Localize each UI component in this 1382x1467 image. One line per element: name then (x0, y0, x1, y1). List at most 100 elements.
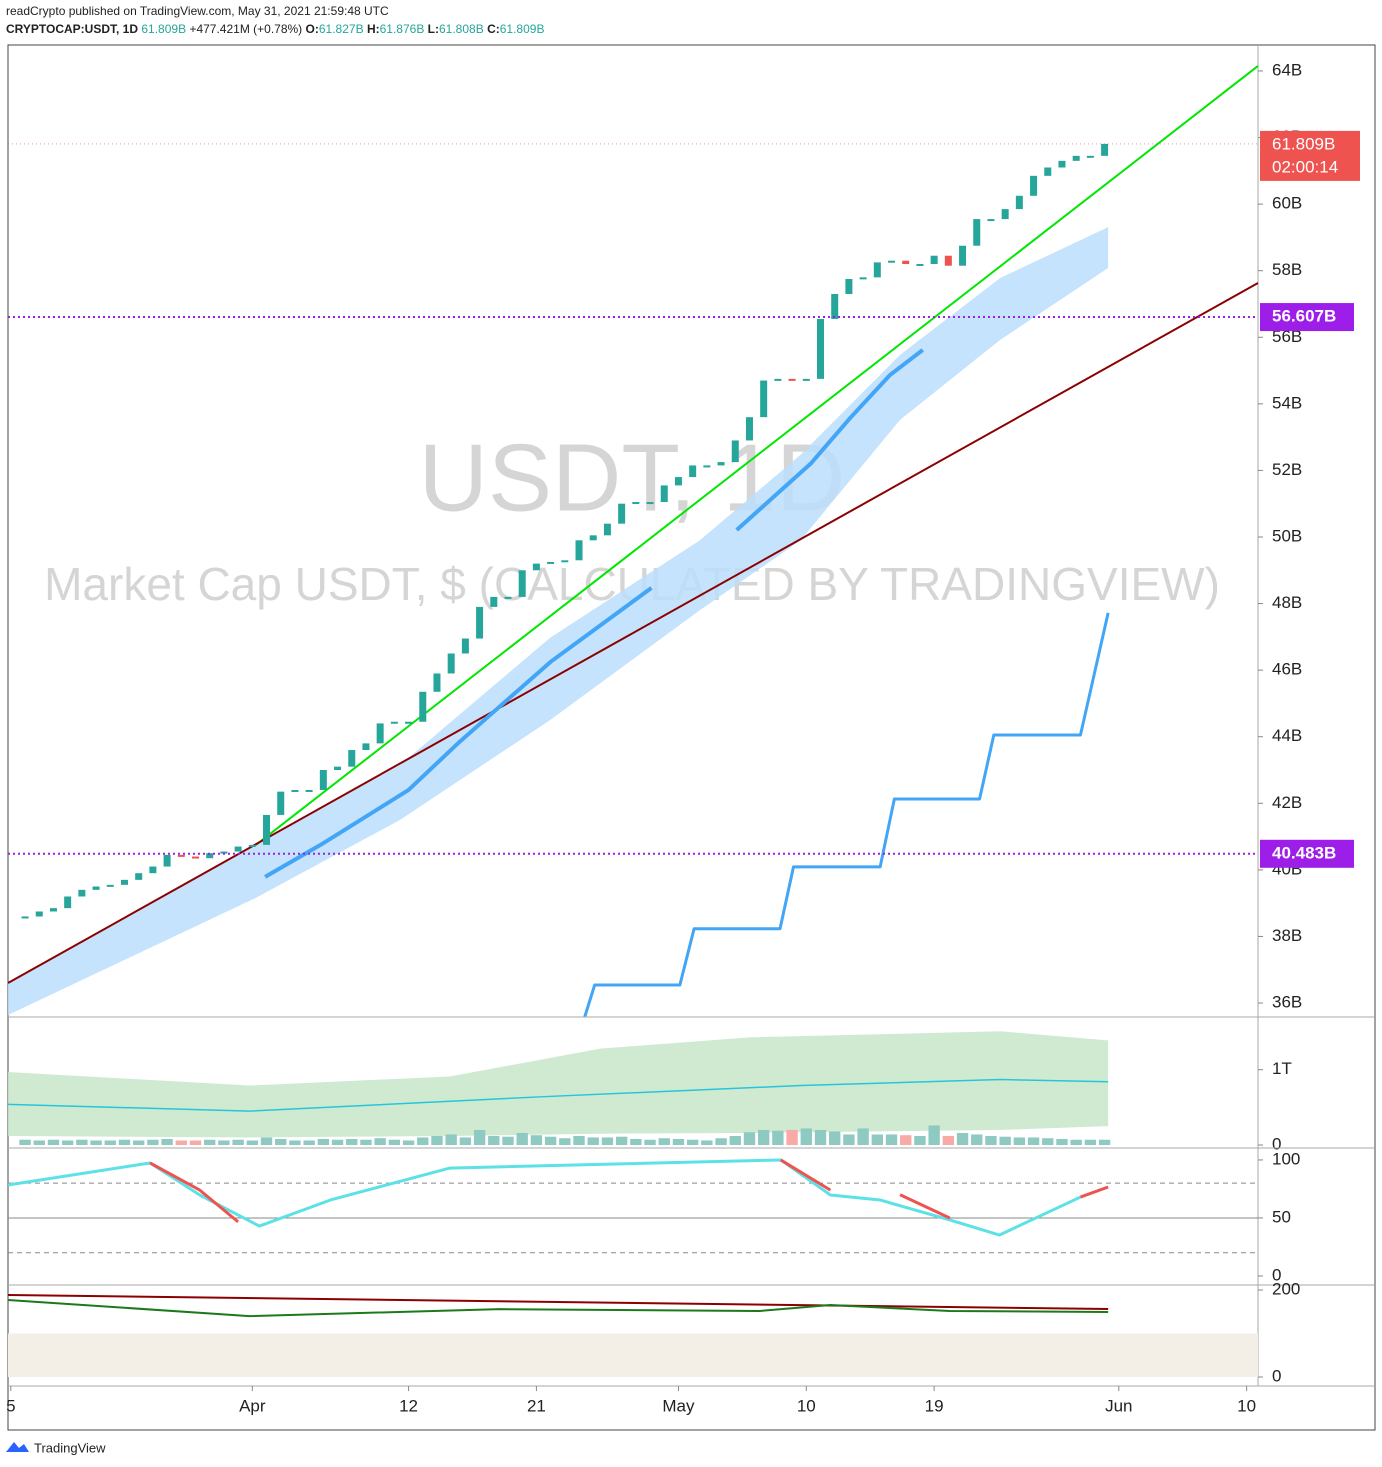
candle-body (1044, 167, 1052, 176)
price-tag (1260, 839, 1354, 868)
volume-bar (587, 1137, 599, 1145)
volume-bar (1098, 1139, 1111, 1145)
volume-bar (601, 1137, 614, 1145)
close-label: C: (487, 22, 500, 36)
y-tick-label: 200 (1272, 1279, 1300, 1298)
candle-body (177, 854, 185, 857)
candle-body (845, 279, 853, 294)
x-tick-label: 10 (1237, 1396, 1256, 1415)
volume-bar (189, 1140, 202, 1145)
candle-body (646, 502, 654, 505)
y-tick-label: 0 (1272, 1265, 1281, 1284)
y-tick-label: 56B (1272, 327, 1302, 346)
volume-bar (502, 1136, 514, 1145)
volume-bar (985, 1135, 997, 1145)
candle-body (930, 255, 938, 265)
y-tick-label: 0 (1272, 1134, 1281, 1153)
candle-body (433, 673, 441, 692)
symbol-line: CRYPTOCAP:USDT, 1D 61.809B +477.421M (+0… (6, 22, 544, 36)
volume-bar (942, 1135, 955, 1145)
candle-body (987, 219, 995, 222)
candle-body (305, 789, 313, 792)
volume-bar (999, 1136, 1011, 1145)
candle-body (405, 721, 413, 724)
candle-body (745, 417, 753, 441)
candle-body (291, 789, 299, 792)
chart-frame (7, 44, 1376, 1431)
volume-bar (147, 1139, 159, 1145)
candle-body (461, 638, 469, 654)
volume-bar (928, 1125, 940, 1145)
candle-body (120, 879, 128, 885)
candle-body (92, 886, 100, 890)
volume-bar (275, 1138, 287, 1145)
indicator-line (7, 1158, 1082, 1237)
volume-bar (900, 1135, 912, 1145)
volume-bar (1070, 1139, 1082, 1145)
band (8, 1031, 1109, 1138)
candle-body (731, 440, 739, 463)
indicator-line (7, 1294, 1109, 1311)
indicator-line (7, 1299, 1109, 1318)
candle-body (1086, 155, 1094, 158)
candle-body (21, 916, 29, 919)
x-tick-label: 12 (399, 1396, 418, 1415)
candle-body (859, 277, 867, 280)
candle-body (135, 873, 143, 880)
indicator-line (149, 1158, 1109, 1224)
volume-bar (743, 1132, 756, 1145)
volume-bar (701, 1140, 713, 1145)
candle-body (263, 814, 271, 845)
candle-body (149, 866, 157, 874)
volume-bar (729, 1135, 741, 1145)
price-tag-label: 56.607B (1272, 307, 1336, 326)
candle-body (788, 378, 796, 381)
low-label: L: (428, 22, 439, 36)
volume-bar (559, 1138, 571, 1145)
candle-body (916, 264, 924, 267)
volume-bar (530, 1135, 543, 1145)
volume-bar (260, 1137, 273, 1145)
volume-bar (871, 1134, 883, 1145)
high-label: H: (367, 22, 380, 36)
price: 61.809B (141, 22, 186, 36)
y-tick-label: 38B (1272, 926, 1302, 945)
x-tick-label: 19 (925, 1396, 944, 1415)
candle-body (1030, 175, 1038, 196)
volume-bar (388, 1139, 401, 1145)
volume-bar (672, 1138, 685, 1145)
volume-bar (445, 1134, 457, 1145)
y-tick-label: 0 (1272, 1366, 1281, 1385)
volume-bar (104, 1140, 116, 1145)
zone (8, 1333, 1258, 1377)
volume-bar (800, 1128, 812, 1145)
candle-body (163, 854, 171, 867)
volume-bar (218, 1140, 230, 1145)
y-tick-label: 64B (1272, 60, 1302, 79)
volume-bar (360, 1139, 372, 1145)
countdown: 02:00:14 (1272, 157, 1338, 176)
volume-bar (331, 1139, 344, 1145)
volume-bar (459, 1137, 472, 1145)
candle-body (831, 293, 839, 319)
y-tick-label: 48B (1272, 593, 1302, 612)
candle-body (490, 596, 498, 607)
volume-bar (417, 1137, 429, 1145)
y-tick-label: 46B (1272, 660, 1302, 679)
volume-bar (885, 1134, 898, 1145)
candle-body (618, 503, 626, 524)
candle-body (674, 477, 682, 486)
volume-bar (431, 1135, 443, 1145)
volume-bar (814, 1129, 827, 1145)
volume-bar (317, 1138, 330, 1145)
y-tick-label: 50 (1272, 1207, 1291, 1226)
candle-body (334, 766, 342, 771)
open: 61.827B (319, 22, 364, 36)
candle-body (277, 791, 285, 815)
open-label: O: (306, 22, 319, 36)
volume-bar (516, 1132, 528, 1145)
volume-bar (374, 1138, 386, 1145)
volume-bar (19, 1139, 31, 1145)
candle-body (1058, 160, 1066, 168)
